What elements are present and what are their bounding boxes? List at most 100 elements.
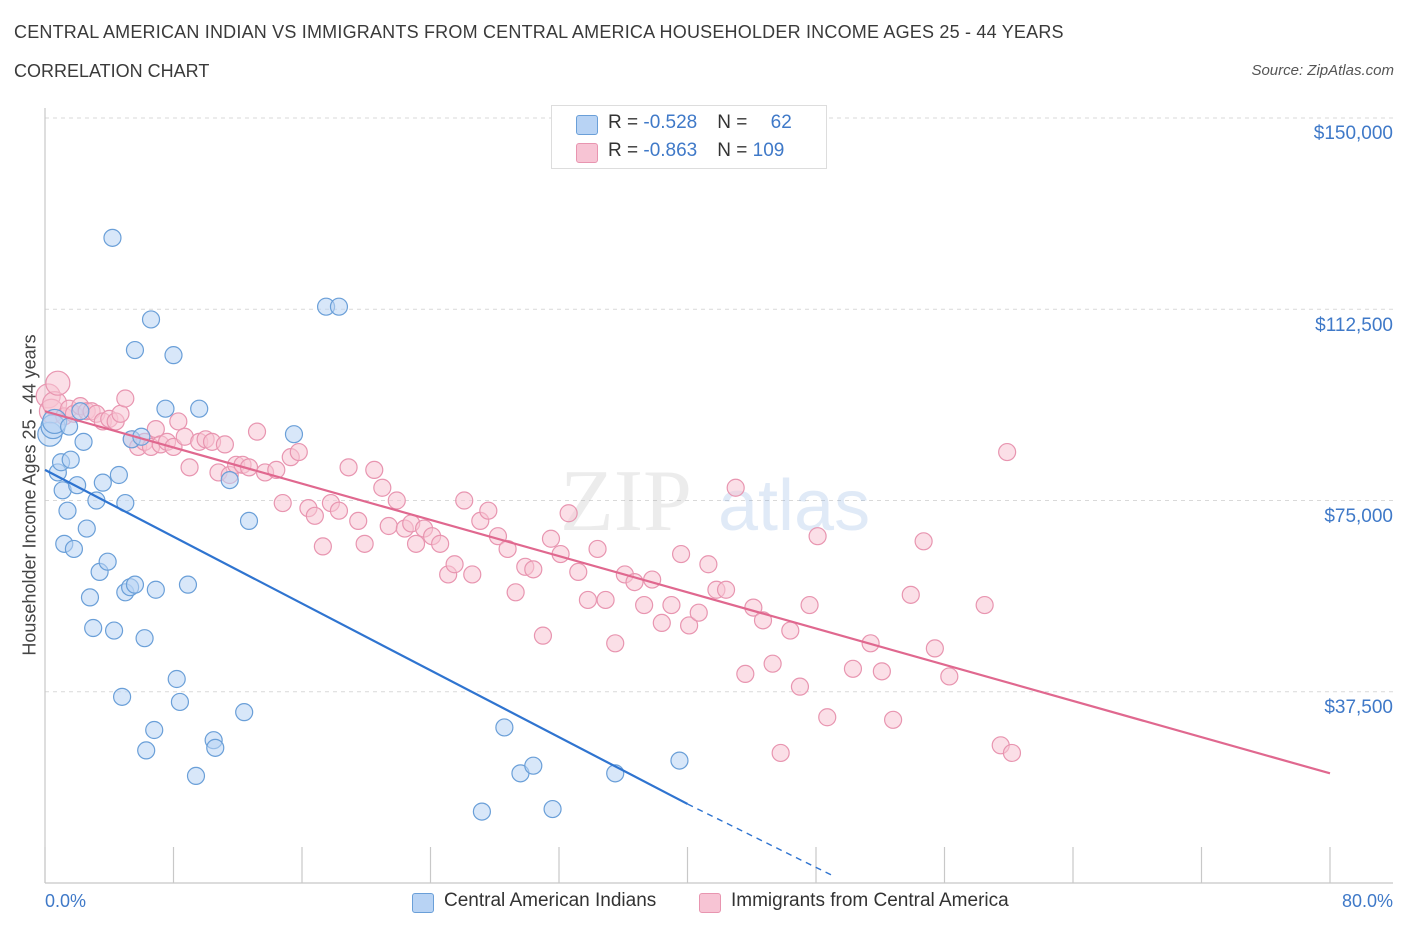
- point-central-american-indian: [146, 580, 165, 599]
- point-immigrants: [790, 677, 810, 696]
- chart-title: CENTRAL AMERICAN INDIAN VS IMMIGRANTS FR…: [14, 22, 1064, 42]
- point-central-american-indian: [206, 738, 225, 757]
- point-immigrants: [273, 493, 292, 513]
- stats-legend: R = -0.528 N = 62 R = -0.863 N = 109: [551, 105, 827, 169]
- point-immigrants: [431, 534, 450, 553]
- point-immigrants: [45, 370, 71, 396]
- point-central-american-indian: [135, 629, 154, 648]
- point-central-american-indian: [125, 340, 145, 360]
- point-central-american-indian: [329, 297, 349, 316]
- point-central-american-indian: [58, 501, 77, 520]
- point-central-american-indian: [186, 766, 206, 786]
- point-immigrants: [753, 611, 773, 630]
- point-immigrants: [726, 478, 745, 497]
- point-immigrants: [872, 662, 891, 681]
- point-central-american-indian: [156, 399, 175, 418]
- legend-r-value: -0.863: [643, 140, 698, 161]
- point-immigrants: [736, 664, 755, 684]
- point-immigrants: [498, 539, 517, 559]
- y-tick-label-150000: $150,000: [1313, 123, 1393, 144]
- point-immigrants: [247, 422, 267, 441]
- point-central-american-indian: [71, 402, 90, 421]
- point-immigrants: [355, 534, 374, 553]
- grid-lines: [45, 117, 1393, 693]
- point-immigrants: [818, 708, 837, 727]
- point-central-american-indian: [64, 539, 84, 559]
- point-immigrants: [652, 613, 671, 633]
- point-central-american-indian: [74, 432, 93, 451]
- point-central-american-indian: [77, 519, 96, 538]
- point-immigrants: [763, 654, 782, 673]
- point-central-american-indian: [68, 476, 87, 495]
- point-central-american-indian: [61, 450, 80, 469]
- point-immigrants: [180, 458, 199, 477]
- point-immigrants: [975, 595, 994, 615]
- trend-line-extension: [687, 803, 833, 876]
- point-immigrants: [596, 590, 615, 610]
- point-immigrants: [914, 532, 933, 551]
- point-central-american-indian: [112, 687, 132, 706]
- point-immigrants: [901, 585, 920, 604]
- point-immigrants: [781, 621, 800, 640]
- point-central-american-indian: [164, 346, 183, 365]
- x-tick-label-min: 0.0%: [45, 891, 87, 911]
- point-immigrants: [606, 634, 625, 653]
- point-immigrants: [329, 501, 349, 520]
- legend-swatch-blue: [576, 115, 598, 135]
- point-immigrants: [445, 555, 464, 574]
- point-central-american-indian: [178, 575, 198, 594]
- watermark-zip: ZIP: [560, 453, 692, 550]
- watermark-atlas: atlas: [718, 466, 870, 546]
- x-tick-label-max: 80.0%: [1341, 891, 1393, 911]
- point-immigrants: [559, 504, 578, 523]
- point-immigrants: [771, 743, 790, 763]
- point-central-american-indian: [80, 588, 100, 607]
- legend-r-value: -0.528: [643, 112, 698, 133]
- point-immigrants: [455, 491, 474, 510]
- point-immigrants: [689, 603, 708, 622]
- point-immigrants: [116, 389, 135, 408]
- point-central-american-indian: [190, 399, 209, 418]
- source-credit: Source: ZipAtlas.com: [1251, 62, 1394, 79]
- point-central-american-indian: [93, 473, 112, 492]
- point-immigrants: [305, 506, 324, 525]
- trend-line-central-american-indians: [44, 468, 689, 805]
- point-immigrants: [635, 595, 654, 615]
- point-immigrants: [808, 527, 827, 546]
- point-immigrants: [313, 537, 332, 556]
- point-immigrants: [524, 560, 543, 579]
- point-immigrants: [843, 659, 863, 678]
- y-tick-label-112500: $112,500: [1315, 315, 1393, 336]
- point-immigrants: [169, 412, 188, 431]
- y-axis-label: Householder Income Ages 25 - 44 years: [19, 334, 40, 656]
- point-immigrants: [339, 458, 358, 477]
- legend-label: Central American Indians: [444, 890, 657, 911]
- point-immigrants: [998, 442, 1017, 462]
- legend-n-label: N =: [717, 140, 753, 161]
- series-central-american-indians-points: [37, 228, 689, 821]
- y-tick-label-75000: $75,000: [1324, 506, 1393, 527]
- point-central-american-indian: [220, 471, 239, 490]
- point-central-american-indian: [170, 692, 190, 712]
- point-immigrants: [716, 580, 736, 599]
- trend-lines: [44, 410, 1331, 876]
- point-central-american-indian: [145, 720, 164, 740]
- point-immigrants: [506, 583, 525, 602]
- point-immigrants: [379, 516, 398, 536]
- point-immigrants: [883, 710, 903, 729]
- point-immigrants: [541, 529, 561, 548]
- point-immigrants: [289, 442, 308, 462]
- point-immigrants: [588, 539, 607, 559]
- axes: [44, 108, 1393, 884]
- point-immigrants: [215, 435, 234, 454]
- point-central-american-indian: [84, 618, 103, 638]
- point-central-american-indian: [141, 310, 161, 329]
- legend-n-value: 62: [770, 112, 792, 133]
- point-central-american-indian: [670, 751, 689, 770]
- point-central-american-indian: [103, 228, 122, 247]
- legend-label: Immigrants from Central America: [731, 890, 1009, 911]
- point-central-american-indian: [137, 741, 156, 760]
- point-central-american-indian: [495, 718, 514, 737]
- legend-swatch-pink: [699, 893, 721, 913]
